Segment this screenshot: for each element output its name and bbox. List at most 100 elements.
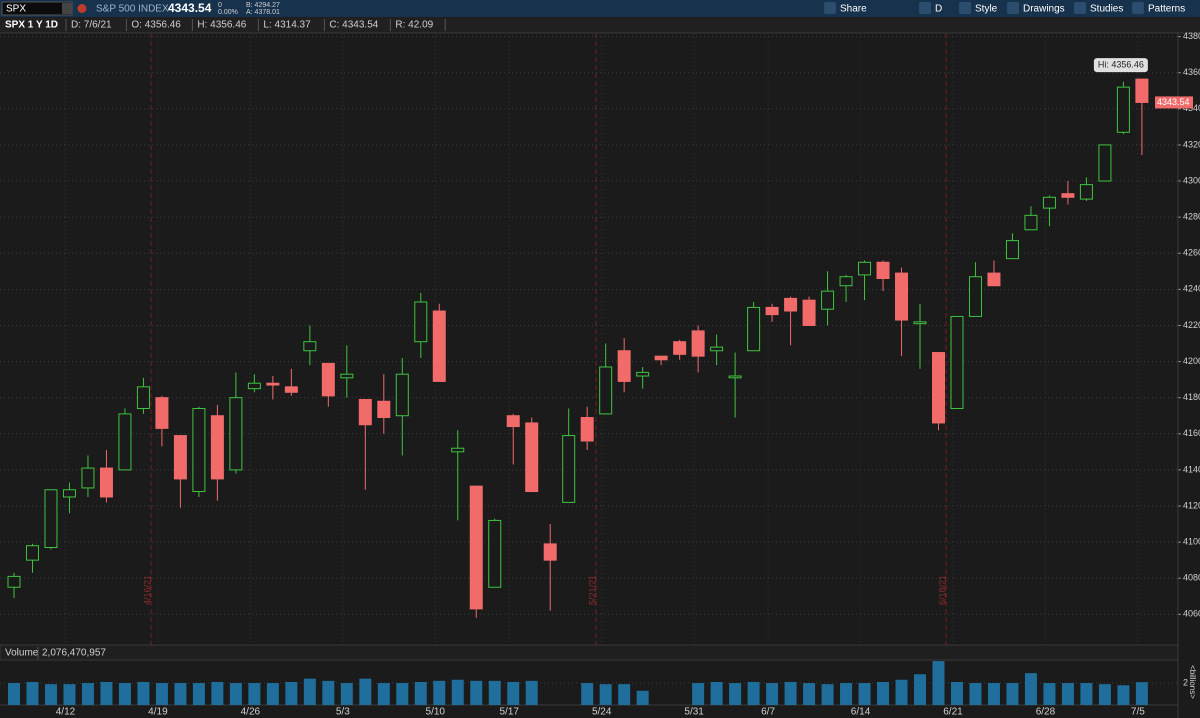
price-tag-label: 4343.54 [1157, 97, 1190, 107]
volume-title: Volume [5, 648, 39, 659]
header-field: O: 4356.46 [131, 20, 181, 31]
candle-body [99, 467, 113, 498]
expiry-label: 4/16/21 [142, 575, 152, 605]
x-tick-label: 5/24 [592, 707, 612, 718]
volume-bar [525, 680, 538, 705]
toolbar-button[interactable] [919, 2, 931, 14]
volume-bar [1043, 683, 1056, 705]
symbol[interactable]: SPX [6, 4, 26, 15]
description: S&P 500 INDEX [96, 4, 169, 15]
volume-axis-label: <billions> [1188, 665, 1197, 699]
toolbar-button-label[interactable]: Drawings [1023, 4, 1065, 15]
link-icon[interactable] [77, 4, 87, 13]
bid: B: 4294.27 [246, 2, 280, 9]
x-tick-label: 6/7 [761, 707, 775, 718]
volume-bar [747, 681, 760, 705]
volume-bar [1006, 683, 1019, 705]
candle-body [414, 301, 428, 343]
candle-body [340, 373, 354, 379]
volume-bar [26, 681, 39, 705]
candle-body [62, 489, 76, 498]
ask: A: 4378.01 [246, 9, 280, 16]
volume-bar [340, 683, 353, 705]
candle-body [303, 341, 317, 352]
volume-bar [359, 678, 372, 705]
volume-bar [636, 690, 649, 705]
toolbar-button-label[interactable]: Patterns [1148, 4, 1185, 15]
volume-bar [1135, 682, 1148, 705]
volume-bar [137, 681, 150, 705]
candle-body [173, 435, 187, 480]
candle-body [784, 297, 798, 312]
volume-bar [599, 684, 612, 705]
candle-body [266, 382, 280, 386]
volume-bar [987, 683, 1000, 705]
candle-body [599, 366, 613, 415]
volume-bar [377, 683, 390, 705]
candle-body [617, 350, 631, 382]
volume-bar [229, 683, 242, 705]
y-tick-label: 4180 [1183, 392, 1200, 402]
volume-bar [322, 680, 335, 705]
candle-body [710, 346, 724, 352]
candle-body [691, 330, 705, 357]
expiry-label: 5/21/21 [587, 575, 597, 605]
x-tick-label: 4/12 [56, 707, 76, 718]
candle-body [895, 272, 909, 321]
candle-body [950, 315, 964, 410]
toolbar-button[interactable] [1007, 2, 1019, 14]
x-tick-label: 5/10 [426, 707, 446, 718]
y-tick-label: 4220 [1183, 320, 1200, 330]
candle-body [469, 485, 483, 610]
volume-bar [118, 683, 131, 705]
header-field: R: 42.09 [395, 20, 433, 31]
toolbar-button[interactable] [1074, 2, 1086, 14]
volume-header [0, 644, 1179, 661]
candle-body [358, 398, 372, 426]
y-tick-label: 4120 [1183, 500, 1200, 510]
symbol-dropdown[interactable] [62, 3, 72, 14]
toolbar-button-label[interactable]: Share [840, 4, 867, 15]
y-tick-label: 4380 [1183, 31, 1200, 41]
volume-bar [1098, 684, 1111, 705]
volume-bar [303, 678, 316, 705]
volume-bar [81, 683, 94, 705]
volume-bar [710, 681, 723, 705]
y-tick-label: 4280 [1183, 212, 1200, 222]
toolbar-button[interactable] [824, 2, 836, 14]
x-tick-label: 6/14 [851, 707, 871, 718]
volume-bar [840, 683, 853, 705]
y-tick-label: 4320 [1183, 139, 1200, 149]
candle-body [488, 519, 502, 588]
hi-callout-label: Hi: 4356.46 [1098, 59, 1144, 69]
volume-value: 2,076,470,957 [42, 648, 106, 659]
volume-bar [803, 683, 816, 705]
x-tick-label: 5/17 [499, 707, 519, 718]
volume-bar [44, 684, 57, 705]
candle-body [839, 276, 853, 287]
candle-body [118, 413, 132, 471]
chart-header [0, 17, 1200, 33]
volume-bar [507, 681, 520, 705]
candle-body [1042, 196, 1056, 209]
toolbar-button-label[interactable]: Studies [1090, 4, 1123, 15]
candle-body [562, 435, 576, 503]
volume-bar [784, 681, 797, 705]
volume-bar [8, 683, 20, 705]
volume-bar [211, 681, 224, 705]
candle-body [284, 386, 298, 393]
candle-body [155, 397, 169, 429]
volume-bar [969, 683, 982, 705]
y-tick-label: 4080 [1183, 573, 1200, 583]
y-tick-label: 4100 [1183, 536, 1200, 546]
candle-body [802, 299, 816, 326]
toolbar-button-label[interactable]: D [935, 4, 942, 15]
candle-body [506, 415, 520, 428]
y-tick-label: 4160 [1183, 428, 1200, 438]
volume-bar [1061, 683, 1074, 705]
toolbar-button[interactable] [1132, 2, 1144, 14]
toolbar-button-label[interactable]: Style [975, 4, 998, 15]
toolbar-button[interactable] [959, 2, 971, 14]
header-field: D: 7/6/21 [71, 20, 112, 31]
